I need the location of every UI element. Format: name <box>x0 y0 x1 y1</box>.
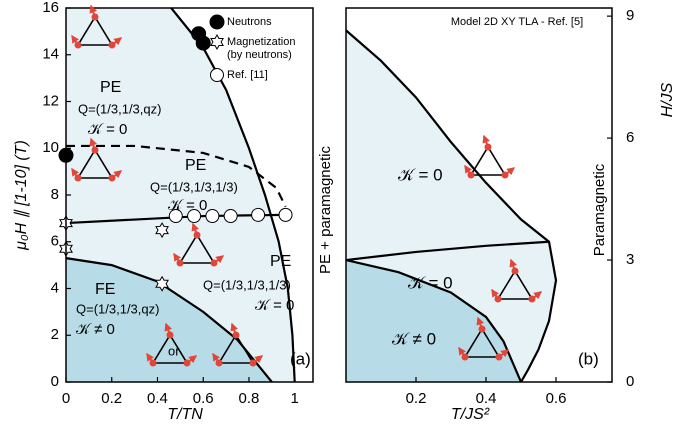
x-tick-label: 0.2 <box>101 390 122 407</box>
point <box>251 207 266 222</box>
annotation: 𝒦 = 0 <box>408 273 453 292</box>
point <box>205 209 220 224</box>
point <box>195 35 211 51</box>
y-tick-label: 16 <box>42 0 59 16</box>
annotation: Q=(1/3,1/3,qz) <box>78 101 161 116</box>
y-tick-label: 2 <box>51 326 59 343</box>
phase-boundary <box>65 213 284 225</box>
annotation: Q=(1/3,1/3,1/3) <box>150 179 238 194</box>
x-axis-label: T/TN <box>167 406 203 423</box>
phase-boundary <box>65 257 273 383</box>
annotation: 𝒦 = 0 <box>255 297 294 314</box>
annotation: PE <box>100 79 121 96</box>
y-tick-label: 0 <box>626 373 634 390</box>
phase-boundary <box>345 258 523 383</box>
annotation: (b) <box>578 349 599 368</box>
phase-boundary <box>170 7 296 383</box>
region-fill <box>66 258 272 382</box>
x-tick-label: 0.4 <box>147 390 168 407</box>
legend-marker <box>209 14 225 30</box>
y-axis-label: H/JS <box>659 82 676 117</box>
y-tick-label: 6 <box>51 233 59 250</box>
y-tick-label: 14 <box>42 46 59 63</box>
annotation: FE <box>95 281 115 298</box>
x-tick-label: 0.4 <box>476 390 497 407</box>
point <box>223 209 238 224</box>
x-tick-label: 0.8 <box>239 390 260 407</box>
x-tick-label: 1 <box>291 390 299 407</box>
annotation: or <box>168 343 180 358</box>
annotation: 𝒦 = 0 <box>398 165 443 184</box>
annotation: PE + paramagnetic <box>317 146 334 274</box>
point <box>155 222 169 239</box>
legend-marker <box>210 33 224 51</box>
y-tick-label: 3 <box>626 251 634 268</box>
x-tick-label: 0.6 <box>546 390 567 407</box>
annotation: Q=(1/3,1/3,qz) <box>76 301 159 316</box>
x-tick-label: 0.2 <box>406 390 427 407</box>
legend-label: Magnetization (by neutrons) <box>227 36 296 61</box>
y-tick-label: 9 <box>626 7 634 24</box>
annotation: (a) <box>290 349 311 368</box>
annotation: 𝒦 = 0 <box>168 197 207 214</box>
legend-marker <box>210 68 224 82</box>
annotation: PE <box>270 253 291 270</box>
y-tick-label: 4 <box>51 279 59 296</box>
point <box>155 275 169 292</box>
y-tick-label: 8 <box>51 186 59 203</box>
y-axis-label: μ₀H ∥ [1-10] (T) <box>13 140 30 251</box>
annotation: Paramagnetic <box>591 163 608 256</box>
region-fill <box>346 260 521 382</box>
annotation: PE <box>185 157 206 174</box>
point <box>278 207 293 222</box>
legend-label: Neutrons <box>227 16 272 28</box>
plot-frame <box>345 7 613 383</box>
y-tick-label: 6 <box>626 129 634 146</box>
point <box>187 209 202 224</box>
x-tick-label: 0.6 <box>193 390 214 407</box>
annotation: 𝒦 ≠ 0 <box>392 329 436 348</box>
y-tick-label: 12 <box>42 92 59 109</box>
annotation: 𝒦 ≠ 0 <box>76 321 115 338</box>
point <box>168 209 183 224</box>
annotation: Model 2D XY TLA - Ref. [5] <box>451 16 583 28</box>
annotation: Q=(1/3,1/3,1/3) <box>203 277 291 292</box>
y-tick-label: 10 <box>42 139 59 156</box>
annotation: 𝒦 = 0 <box>88 121 127 138</box>
y-tick-label: 0 <box>51 373 59 390</box>
legend-label: Ref. [11] <box>227 69 268 81</box>
x-tick-label: 0 <box>62 390 70 407</box>
phase-boundary <box>345 240 550 262</box>
phase-boundary <box>345 29 558 383</box>
x-axis-label: T/JS² <box>451 406 490 423</box>
